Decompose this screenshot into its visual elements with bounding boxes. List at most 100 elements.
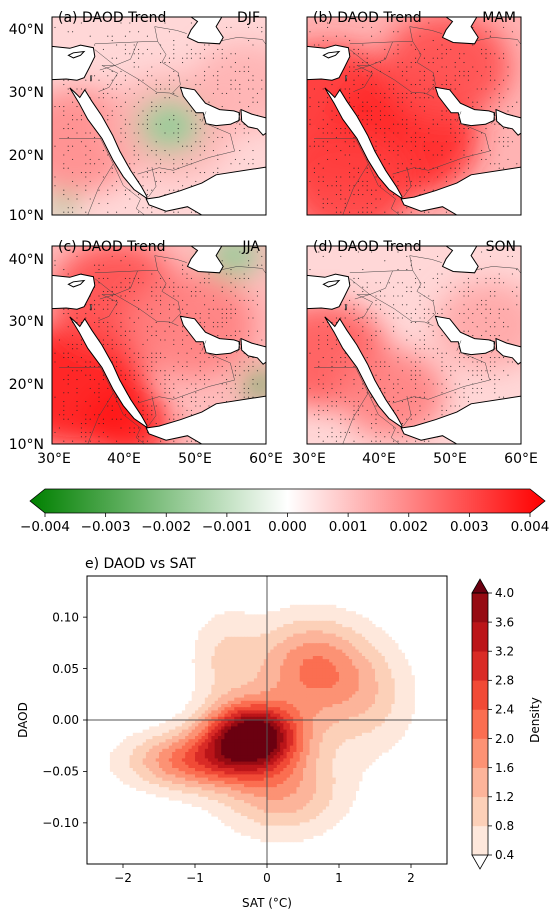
- density-cell: [188, 771, 193, 775]
- density-cell: [342, 697, 347, 702]
- density-cell: [191, 713, 196, 718]
- density-cell: [208, 646, 212, 651]
- density-cell: [208, 752, 212, 756]
- density-cell: [139, 755, 144, 759]
- density-cell: [375, 697, 379, 702]
- density-cell: [325, 825, 330, 830]
- density-cell: [109, 755, 114, 759]
- density-cell: [204, 720, 209, 724]
- density-cell: [355, 684, 360, 689]
- density-cell: [342, 649, 347, 654]
- density-cell: [208, 662, 212, 667]
- density-cell: [345, 684, 350, 689]
- density-cell: [123, 771, 127, 775]
- density-cell: [211, 636, 216, 641]
- density-cell: [214, 777, 219, 782]
- density-cell: [289, 748, 294, 753]
- density-cell: [306, 614, 311, 619]
- density-cell: [352, 656, 356, 660]
- density-cell: [378, 665, 383, 670]
- panel-d-frame: [306, 245, 522, 445]
- density-cell: [332, 672, 337, 676]
- density-cell: [306, 825, 311, 830]
- density-cell: [208, 681, 212, 686]
- density-cell: [325, 732, 330, 737]
- density-cell: [339, 704, 343, 708]
- density-cell: [309, 704, 314, 708]
- density-cell: [322, 796, 327, 801]
- density-cell: [289, 812, 294, 817]
- density-cell: [188, 780, 193, 785]
- density-cell: [257, 723, 262, 727]
- density-cell: [296, 617, 301, 622]
- density-cell: [201, 684, 206, 689]
- density-cell: [208, 726, 212, 731]
- density-cell: [247, 700, 252, 705]
- density-cell: [257, 697, 262, 702]
- density-cell: [404, 710, 409, 715]
- density-cell: [280, 816, 284, 820]
- density-cell: [283, 665, 288, 670]
- density-cell: [224, 780, 229, 785]
- density-cell: [309, 630, 314, 635]
- density-cell: [227, 768, 232, 772]
- density-cell: [221, 809, 226, 814]
- density-cell: [152, 752, 157, 756]
- density-cell: [257, 809, 262, 814]
- density-cell: [237, 659, 242, 663]
- density-cell: [224, 611, 229, 615]
- density-cell: [270, 825, 275, 830]
- density-cell: [319, 694, 324, 699]
- density-cell: [322, 742, 327, 747]
- density-cell: [276, 752, 281, 756]
- density-cell: [178, 745, 183, 750]
- density-cell: [244, 694, 248, 699]
- density-cell: [267, 681, 271, 686]
- density-cell: [142, 764, 147, 769]
- density-cell: [267, 656, 271, 660]
- density-cell: [227, 652, 232, 657]
- density-cell: [129, 761, 134, 766]
- density-cell: [231, 780, 235, 785]
- density-cell: [145, 742, 150, 747]
- density-cell: [132, 755, 137, 759]
- density-cell: [227, 816, 232, 820]
- density-cell: [250, 636, 255, 641]
- density-cell: [329, 684, 334, 689]
- density-cell: [152, 726, 157, 731]
- density-xtick-4: 2: [407, 871, 415, 885]
- density-cell: [303, 710, 307, 715]
- density-cell: [129, 784, 134, 788]
- density-cell: [352, 649, 356, 654]
- density-cell: [198, 761, 203, 766]
- density-cell: [188, 752, 193, 756]
- density-cell: [306, 816, 311, 820]
- density-cell: [283, 784, 288, 788]
- density-cell: [267, 617, 271, 622]
- density-cell: [381, 739, 386, 743]
- density-cell: [211, 800, 216, 804]
- density-cell: [214, 739, 219, 743]
- density-cell: [345, 758, 350, 763]
- density-cell: [329, 704, 334, 708]
- density-cell: [286, 694, 291, 699]
- density-cell: [227, 694, 232, 699]
- density-cell: [221, 752, 226, 756]
- density-cell: [276, 678, 281, 683]
- density-cell: [401, 675, 406, 679]
- density-cell: [309, 678, 314, 683]
- density-cell: [394, 723, 399, 727]
- density-cell: [116, 768, 121, 772]
- density-cell: [358, 662, 363, 667]
- density-cell: [335, 614, 340, 619]
- density-cell: [335, 796, 340, 801]
- density-cell: [234, 643, 239, 647]
- density-cell: [247, 694, 252, 699]
- density-cell: [319, 691, 324, 695]
- density-cell: [198, 694, 203, 699]
- density-cell: [221, 627, 226, 631]
- density-cell: [345, 809, 350, 814]
- density-cell: [244, 736, 248, 740]
- density-cell: [253, 729, 258, 734]
- density-cell: [355, 646, 360, 651]
